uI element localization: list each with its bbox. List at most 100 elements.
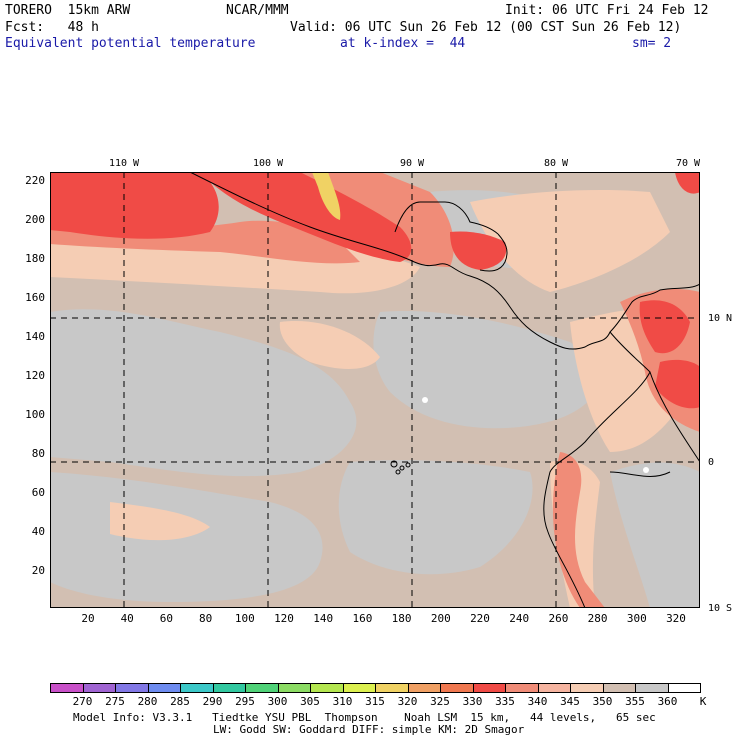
init-time: Init: 06 UTC Fri 24 Feb 12 — [505, 3, 709, 18]
forecast-hour: Fcst: 48 h — [5, 20, 99, 35]
colorbar-swatch — [180, 683, 214, 693]
galapagos-islands — [390, 460, 411, 475]
colorbar-swatch — [505, 683, 539, 693]
colorbar-swatch — [310, 683, 344, 693]
colorbar-swatch — [570, 683, 604, 693]
hot-region — [200, 172, 412, 262]
x-tick-label: 80 — [198, 612, 213, 625]
y-tick-label: 160 — [25, 291, 45, 304]
colorbar-label: 315 — [365, 695, 385, 708]
colorbar-label: 295 — [235, 695, 255, 708]
colorbar-label: 275 — [105, 695, 125, 708]
colorbar-swatch — [472, 683, 506, 693]
colorbar-label: 355 — [625, 695, 645, 708]
colorbar-swatch — [375, 683, 409, 693]
colorbar-label: 325 — [430, 695, 450, 708]
coastline — [189, 172, 700, 608]
y-tick-label: 140 — [25, 330, 45, 343]
colorbar-label: 310 — [332, 695, 353, 708]
colorbar-label: 320 — [397, 695, 418, 708]
x-tick-label: 160 — [352, 612, 373, 625]
colorbar-swatch — [440, 683, 474, 693]
colorbar-label: 360 — [657, 695, 678, 708]
y-tick-label: 220 — [25, 174, 45, 187]
x-tick-label: 40 — [120, 612, 134, 625]
x-tick-label: 140 — [313, 612, 334, 625]
y-tick-label: 100 — [25, 408, 45, 421]
x-tick-label: 180 — [391, 612, 412, 625]
hot-region — [50, 172, 219, 239]
lon-label-80w: 80 W — [543, 158, 569, 169]
smoothing-label: sm= 2 — [632, 36, 672, 51]
lon-label-100w: 100 W — [252, 158, 284, 169]
hot-region — [639, 300, 690, 354]
lat-label-10s: 10 S — [708, 603, 733, 614]
colorbar-label: 345 — [560, 695, 580, 708]
lat-label-10n: 10 N — [708, 313, 733, 324]
x-tick-label: 100 — [234, 612, 255, 625]
level-label: at k-index = 44 — [340, 36, 466, 51]
colorbar-label: 280 — [137, 695, 158, 708]
cool-region — [610, 462, 700, 608]
warmest-spot — [422, 397, 428, 403]
lon-label-90w: 90 W — [399, 158, 425, 169]
x-tick-label: 60 — [159, 612, 174, 625]
colorbar-label: 340 — [527, 695, 548, 708]
map-frame — [50, 172, 700, 608]
warm-region — [279, 321, 380, 369]
y-tick-label: 40 — [31, 525, 45, 538]
x-tick-label: 280 — [587, 612, 608, 625]
model-info-line1: Model Info: V3.3.1 Tiedtke YSU PBL Thomp… — [73, 711, 656, 724]
warm-region — [470, 190, 670, 292]
center-name: NCAR/MMM — [226, 3, 289, 18]
hottest-region — [312, 172, 341, 220]
y-tick-label: 180 — [25, 252, 45, 265]
x-tick-label: 20 — [81, 612, 95, 625]
y-tick-label: 60 — [31, 486, 45, 499]
model-info-line2: LW: Godd SW: Goddard DIFF: simple KM: 2D… — [213, 723, 525, 736]
colorbar-swatch — [537, 683, 571, 693]
model-name: TORERO 15km ARW — [5, 3, 131, 18]
colorbar-swatch — [635, 683, 669, 693]
y-tick-label: 80 — [31, 447, 45, 460]
colorbar-label: 300 — [267, 695, 288, 708]
x-tick-label: 120 — [274, 612, 294, 625]
cool-region — [50, 309, 357, 477]
colorbar-swatch — [147, 683, 181, 693]
lat-lon-grid — [50, 172, 700, 608]
lat-label-0: 0 — [708, 457, 715, 468]
colorbar-label: 350 — [592, 695, 613, 708]
y-tick-label: 120 — [25, 369, 45, 382]
colorbar-swatch — [342, 683, 376, 693]
colorbar-unit: K — [699, 695, 707, 708]
x-tick-label: 300 — [626, 612, 647, 625]
colorbar-label: 290 — [202, 695, 223, 708]
colorbar-swatch — [115, 683, 149, 693]
lon-label-110w: 110 W — [108, 158, 140, 169]
lon-label-70w: 70 W — [675, 158, 701, 169]
y-tick-label: 200 — [25, 213, 45, 226]
colorbar-swatch — [50, 683, 84, 693]
hot-region — [450, 231, 507, 270]
colorbar-label: 305 — [300, 695, 320, 708]
warmest-spot — [643, 467, 649, 473]
colorbar-swatch — [277, 683, 311, 693]
warm-region — [110, 502, 210, 541]
x-tick-label: 320 — [666, 612, 686, 625]
colorbar-label: 285 — [170, 695, 190, 708]
cool-region — [338, 460, 533, 575]
x-tick-label: 200 — [430, 612, 451, 625]
x-tick-label: 260 — [548, 612, 569, 625]
colorbar-swatch — [407, 683, 441, 693]
x-tick-label: 220 — [470, 612, 490, 625]
colorbar-swatch — [212, 683, 246, 693]
field-name: Equivalent potential temperature — [5, 36, 256, 51]
y-tick-label: 20 — [31, 564, 45, 577]
cool-region — [373, 311, 610, 429]
colorbar-label: 270 — [72, 695, 93, 708]
theta-e-map — [50, 172, 700, 608]
colorbar-swatch — [245, 683, 279, 693]
colorbar-swatch — [667, 683, 701, 693]
valid-time: Valid: 06 UTC Sun 26 Feb 12 (00 CST Sun … — [290, 20, 682, 35]
colorbar-label: 330 — [462, 695, 483, 708]
